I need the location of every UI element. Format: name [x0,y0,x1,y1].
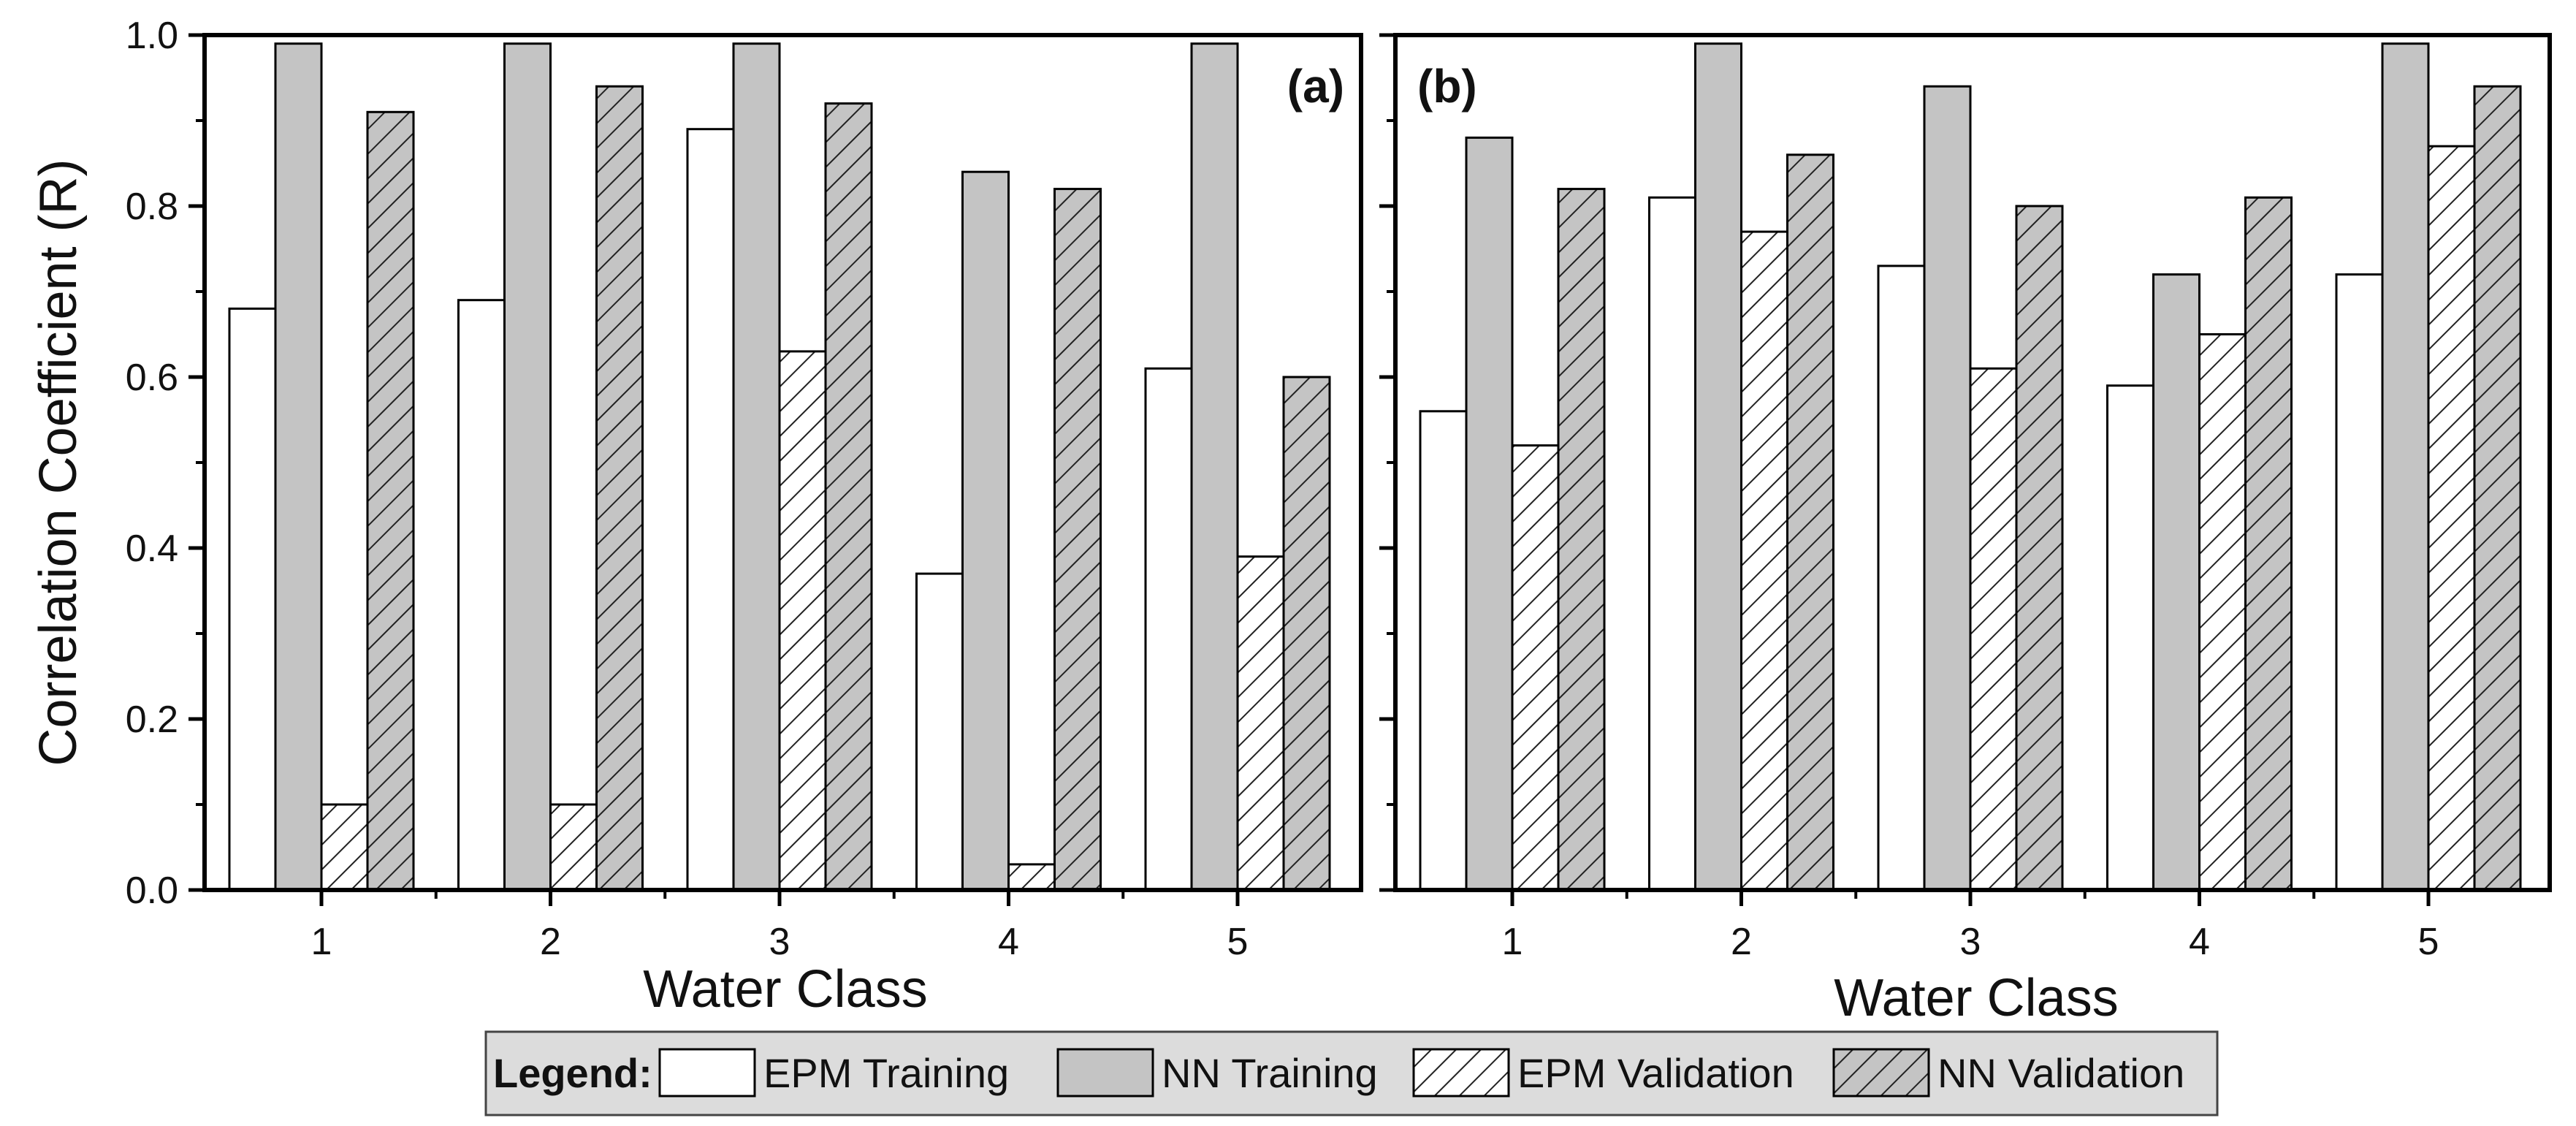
panel-a-ticks: 1 2 3 4 5 0.0 0.2 0.4 0.6 0.8 1.0 [126,15,1249,963]
y-axis-title: Correlation Coefficient (R) [29,159,88,766]
panel-b-x-tick-label-5: 5 [2418,921,2439,963]
panel-b-bar-epm-training-class-1 [1419,410,1468,891]
panel-a-x-tick-label-4: 4 [998,921,1019,963]
panel-b-bar-nn-training-class-4 [2152,273,2200,891]
panel-a-y-tick-label: 0.2 [126,699,178,741]
panel-a-bar-nn-validation-class-2 [595,85,644,891]
panel-b-bar-nn-validation-class-2 [1786,153,1834,891]
panel-b-x-tick-label-2: 2 [1731,921,1752,963]
panel-a-bar-nn-training-class-3 [732,42,781,891]
panel-b-bar-nn-training-class-1 [1465,136,1514,891]
panel-a-bar-nn-training-class-2 [503,42,552,891]
panel-b-bar-nn-training-class-3 [1923,85,1972,891]
panel-a-bar-epm-validation-class-5 [1236,555,1285,891]
panel-a-label: (a) [1287,60,1344,113]
panel-a-bar-nn-validation-class-4 [1053,188,1102,891]
panel-a-bar-epm-validation-class-2 [549,803,598,891]
panel-b-bar-epm-validation-class-3 [1969,367,2018,891]
panel-b-bar-nn-validation-class-3 [2015,205,2064,891]
panel-b-bar-epm-validation-class-4 [2198,333,2247,891]
panel-a-bar-epm-training-class-4 [915,572,964,891]
panel-b-bars [1419,42,2522,891]
panel-b-bar-epm-training-class-5 [2335,273,2384,891]
panel-a-bar-epm-validation-class-4 [1007,863,1056,891]
panel-a-bar-epm-validation-class-1 [320,803,369,891]
panel-a-bar-epm-training-class-1 [228,307,277,891]
panel-b-bar-epm-training-class-2 [1648,196,1696,891]
panel-a-x-tick-label-1: 1 [311,921,332,963]
panel-b-bar-epm-validation-class-5 [2427,145,2476,891]
legend-label-epm-validation: EPM Validation [1517,1050,1794,1096]
panel-b-bar-epm-validation-class-1 [1511,444,1560,891]
panel-a-bars [228,42,1331,891]
panel-a-bar-epm-training-class-2 [457,299,506,891]
panel-a-y-tick-label: 0.6 [126,357,178,399]
panel-b-bar-nn-training-class-2 [1694,42,1742,891]
legend-title: Legend: [493,1050,652,1096]
panel-a-y-tick-label: 0.8 [126,186,178,228]
legend-swatch-nn-training [1056,1048,1154,1098]
panel-b-bar-epm-training-class-4 [2106,384,2154,891]
panel-a-bar-nn-validation-class-3 [824,102,873,891]
panel-b-label: (b) [1417,60,1477,113]
panel-b-x-tick-label-3: 3 [1960,921,1981,963]
panel-a-bar-nn-training-class-5 [1190,42,1239,891]
legend-label-nn-training: NN Training [1162,1050,1378,1096]
legend-label-nn-validation: NN Validation [1937,1050,2184,1096]
panel-b: 1 2 3 4 5 (b) Water Class [1379,33,2552,1027]
panel-a-bar-epm-training-class-5 [1144,367,1193,891]
panel-b-ticks: 1 2 3 4 5 [1379,33,2439,963]
panel-a: 1 2 3 4 50.00.20.40.60.81.0 (a) Water Class … [29,15,1363,1019]
panel-b-x-axis-title: Water Class [1834,969,2118,1027]
panel-b-bar-nn-training-class-5 [2381,42,2430,891]
panel-b-bar-nn-validation-class-4 [2244,196,2293,891]
panel-b-x-tick-label-1: 1 [1502,921,1523,963]
panel-a-x-tick-label-2: 2 [540,921,561,963]
panel-a-y-tick-label: 0.4 [126,528,178,570]
panel-b-bar-epm-validation-class-2 [1740,230,1788,891]
panel-a-y-tick-label: 0.0 [126,870,178,912]
panel-a-bar-nn-validation-class-5 [1282,376,1331,891]
legend-swatch-epm-training [658,1048,756,1098]
panel-b-bar-nn-validation-class-5 [2473,85,2522,891]
legend: Legend: EPM Training NN Training EPM Val… [484,1030,2219,1117]
panel-b-x-tick-label-4: 4 [2189,921,2210,963]
panel-b-bar-epm-training-class-3 [1877,265,1926,891]
panel-b-bar-nn-validation-class-1 [1557,188,1606,891]
panel-a-bar-epm-validation-class-3 [778,350,827,891]
panel-a-bar-epm-training-class-3 [686,128,735,891]
legend-swatch-epm-validation [1412,1048,1510,1098]
panel-a-y-tick-label: 1.0 [126,15,178,57]
panel-a-bar-nn-validation-class-1 [366,110,415,891]
legend-swatch-nn-validation [1832,1048,1930,1098]
panel-a-x-axis-title: Water Class [643,960,927,1019]
panel-a-x-tick-label-3: 3 [769,921,790,963]
panel-a-bar-nn-training-class-1 [274,42,323,891]
panel-a-x-tick-label-5: 5 [1227,921,1249,963]
panel-a-bar-nn-training-class-4 [961,170,1010,891]
legend-label-epm-training: EPM Training [763,1050,1009,1096]
